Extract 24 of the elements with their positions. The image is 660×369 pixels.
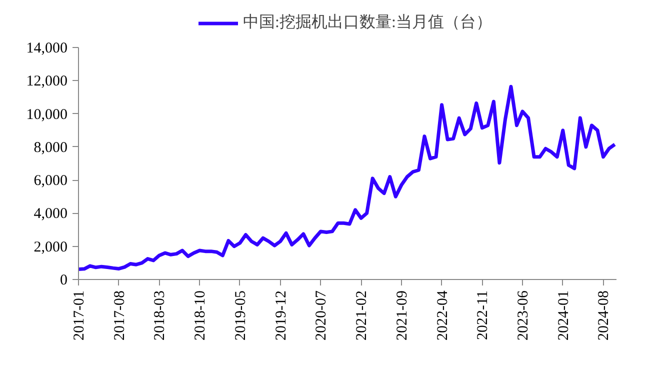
x-tick-label: 2018-10 [192, 290, 209, 340]
y-tick-label: 0 [60, 272, 68, 288]
y-tick-label: 8,000 [34, 140, 68, 156]
y-tick-label: 4,000 [34, 206, 68, 222]
x-tick-label: 2017-01 [72, 290, 88, 340]
x-tick-label: 2019-05 [232, 290, 249, 340]
x-tick-label: 2017-08 [112, 290, 128, 340]
legend-label: 中国:挖掘机出口数量:当月值（台） [243, 12, 492, 33]
y-tick-label: 6,000 [34, 173, 68, 190]
y-tick-label: 2,000 [34, 239, 68, 256]
x-tick-label: 2021-09 [394, 290, 410, 340]
x-tick-label: 2024-08 [596, 290, 612, 340]
x-tick-label: 2022-11 [475, 290, 492, 340]
x-tick-label: 2020-07 [314, 290, 330, 340]
y-tick-label: 14,000 [26, 40, 68, 56]
y-tick-label: 10,000 [26, 106, 68, 123]
x-tick-label: 2018-03 [152, 290, 168, 340]
x-tick-label: 2019-12 [273, 290, 290, 340]
x-tick-label: 2022-04 [434, 290, 451, 340]
x-tick-label: 2021-02 [354, 290, 370, 340]
y-tick-label: 12,000 [26, 74, 68, 90]
line-series [78, 84, 616, 271]
x-tick-label: 2024-01 [556, 290, 572, 340]
x-tick-label: 2023-06 [516, 290, 532, 340]
